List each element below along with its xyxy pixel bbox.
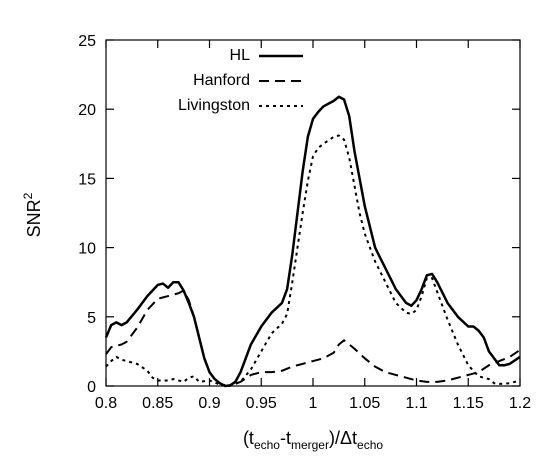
x-tick-label: 1.1 xyxy=(405,395,427,412)
y-tick-label: 5 xyxy=(87,310,96,327)
series-lines xyxy=(104,95,521,388)
x-tick-label: 0.95 xyxy=(246,395,277,412)
y-axis-title: SNR2 xyxy=(21,192,44,237)
series-line-hanford xyxy=(105,289,521,387)
y-tick-label: 10 xyxy=(78,241,96,258)
x-tick-label: 0.85 xyxy=(142,395,173,412)
y-tick-label: 0 xyxy=(87,379,96,396)
y-tick-label: 25 xyxy=(78,33,96,50)
x-tick-label: 1.05 xyxy=(349,395,380,412)
x-tick-label: 0.8 xyxy=(95,395,117,412)
x-tick-label: 1.15 xyxy=(453,395,484,412)
y-tick-label: 15 xyxy=(78,171,96,188)
legend-label-hl: HL xyxy=(230,47,251,64)
series-line-hl xyxy=(104,95,521,388)
x-tick-label: 1.2 xyxy=(509,395,531,412)
x-tick-label: 1 xyxy=(309,395,318,412)
legend-label-livingston: Livingston xyxy=(178,97,250,114)
legend-label-hanford: Hanford xyxy=(193,72,250,89)
legend: HL Hanford Livingston xyxy=(178,47,303,114)
y-tick-label: 20 xyxy=(78,102,96,119)
y-axis: 0 5 10 15 20 25 xyxy=(78,33,520,396)
x-axis: 0.8 0.85 0.9 0.95 1 1.05 1.1 1.15 1.2 xyxy=(95,40,531,412)
x-tick-label: 0.9 xyxy=(198,395,220,412)
series-line-livingston xyxy=(105,134,521,387)
plot-frame xyxy=(105,39,521,387)
x-axis-title: (techo-tmerger)/Δtecho xyxy=(243,428,383,452)
